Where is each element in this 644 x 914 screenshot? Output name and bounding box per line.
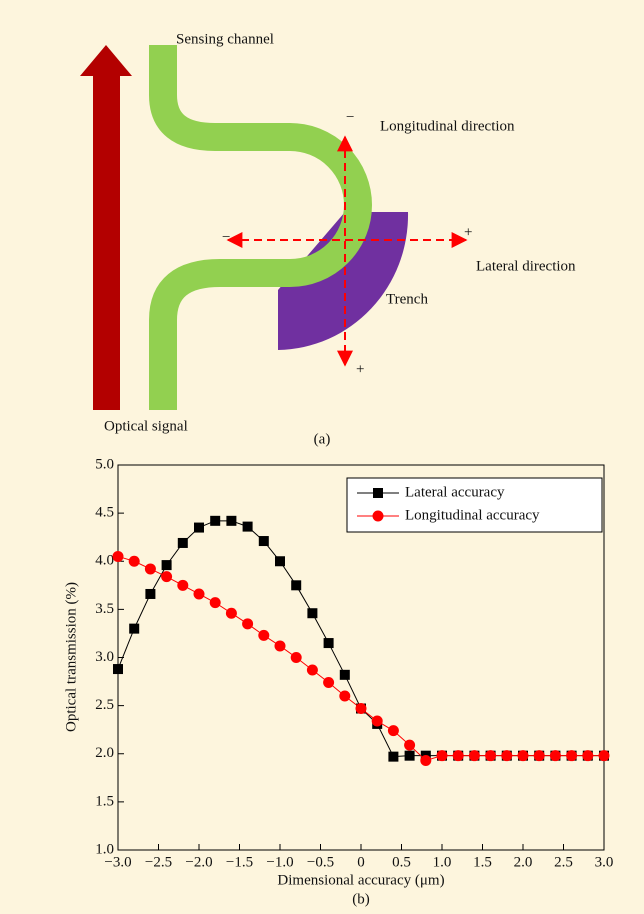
x-tick-label: −2.0 [185, 854, 212, 870]
x-tick-label: 1.5 [473, 854, 492, 870]
diagram: Sensing channel Longitudinal direction L… [80, 31, 576, 447]
x-tick-label: −2.5 [145, 854, 172, 870]
label: Lateral direction [476, 258, 576, 274]
x-tick-label: 3.0 [595, 854, 614, 870]
marker [323, 638, 334, 649]
marker [468, 750, 480, 762]
marker [323, 677, 335, 689]
marker [582, 750, 594, 762]
marker [355, 703, 367, 715]
marker [274, 640, 286, 652]
marker [177, 537, 188, 548]
y-tick-label: 3.5 [95, 601, 114, 617]
sign: − [346, 109, 354, 125]
y-tick-label: 1.5 [95, 793, 114, 809]
marker [242, 521, 253, 532]
marker [533, 750, 545, 762]
marker [112, 550, 124, 562]
marker [598, 750, 610, 762]
marker [290, 652, 302, 663]
caption: (a) [314, 431, 331, 447]
x-tick-label: 0.5 [392, 854, 411, 870]
y-tick-label: 3.0 [95, 649, 114, 665]
marker [291, 580, 302, 591]
legend-label: Longitudinal accuracy [405, 507, 540, 523]
marker [373, 488, 383, 498]
x-tick-label: 1.0 [433, 854, 452, 870]
sign: + [464, 224, 472, 240]
marker [161, 571, 173, 583]
marker [306, 664, 318, 676]
marker [128, 555, 140, 567]
label: Sensing channel [176, 31, 274, 47]
label: Trench [386, 291, 428, 307]
signal-arrow-head [80, 45, 132, 76]
legend-label: Lateral accuracy [405, 484, 505, 500]
marker [113, 664, 123, 675]
x-tick-label: 2.0 [514, 854, 533, 870]
marker [225, 607, 237, 619]
marker [372, 510, 384, 522]
caption: (b) [352, 891, 370, 907]
marker [209, 597, 221, 609]
marker [420, 754, 432, 766]
marker [517, 750, 529, 762]
marker [258, 536, 269, 547]
marker [145, 588, 156, 599]
marker [275, 556, 285, 567]
marker [226, 515, 237, 526]
signal-arrow-shaft [93, 74, 120, 410]
y-tick-label: 5.0 [95, 456, 114, 472]
y-axis-label: Optical transmission (%) [63, 582, 79, 732]
marker [549, 750, 561, 762]
marker [161, 560, 172, 571]
marker [485, 750, 497, 762]
series-line [117, 555, 604, 762]
marker [194, 522, 204, 533]
marker [452, 750, 464, 762]
marker [193, 588, 205, 600]
marker [210, 515, 221, 526]
marker [388, 751, 399, 762]
sign: + [356, 361, 364, 377]
marker [258, 629, 270, 641]
marker [436, 750, 448, 762]
marker [144, 563, 156, 575]
x-tick-label: −1.0 [266, 854, 293, 870]
legend-box [346, 477, 603, 533]
marker [404, 739, 416, 751]
marker [129, 623, 140, 634]
marker [566, 750, 578, 762]
x-tick-label: −1.5 [226, 854, 253, 870]
x-tick-label: 2.5 [554, 854, 573, 870]
x-axis-label: Dimensional accuracy (μm) [277, 872, 444, 888]
y-tick-label: 4.5 [95, 505, 114, 521]
marker [242, 618, 254, 630]
marker [339, 690, 351, 702]
y-tick-label: 2.0 [95, 745, 114, 761]
label: Longitudinal direction [380, 118, 515, 134]
marker [501, 750, 513, 762]
marker [339, 669, 350, 680]
y-tick-label: 2.5 [95, 697, 114, 713]
sign: − [222, 229, 230, 245]
sensing-channel-shape [149, 45, 372, 410]
x-tick-label: 0 [357, 854, 365, 870]
marker [404, 750, 415, 761]
x-tick-label: −3.0 [104, 854, 131, 870]
y-tick-label: 4.0 [95, 553, 114, 569]
label: Optical signal [104, 418, 188, 434]
marker [371, 715, 383, 727]
marker [387, 725, 399, 737]
marker [177, 579, 189, 591]
marker [307, 608, 318, 619]
y-tick-label: 1.0 [95, 841, 114, 857]
series-line [117, 520, 604, 758]
x-tick-label: −0.5 [307, 854, 334, 870]
